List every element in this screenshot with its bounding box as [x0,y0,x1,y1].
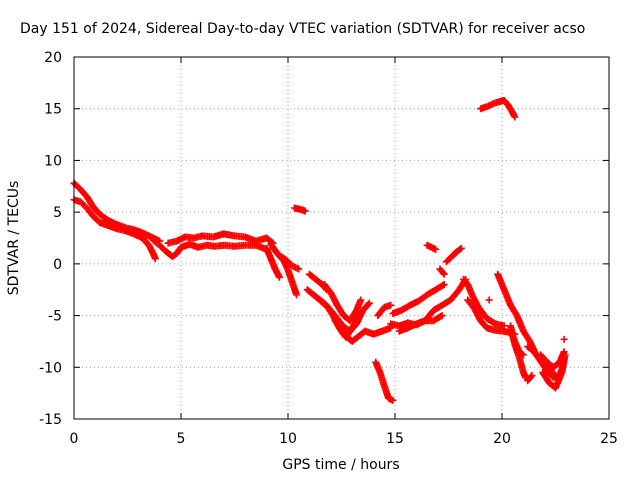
data-point [439,269,447,277]
y-tick-label: 5 [53,205,62,221]
y-tick-label: 10 [44,153,62,169]
data-point [301,207,309,215]
data-point [440,281,448,289]
data-point [389,396,397,404]
data-point [511,113,519,121]
data-point [357,296,365,304]
data-point [364,300,372,308]
x-tick-label: 15 [386,431,404,447]
data-point [560,335,568,343]
data-point [387,301,395,309]
data-point [457,244,465,252]
data-points [70,96,569,404]
data-point [275,273,283,281]
data-point [527,373,535,381]
x-tick-label: 0 [70,431,79,447]
y-tick-label: 0 [53,257,62,273]
x-tick-label: 10 [279,431,297,447]
data-point [456,245,464,253]
data-point [490,319,498,327]
y-tick-label: 15 [44,102,62,118]
data-point [365,299,373,307]
y-tick-label: -10 [39,360,62,376]
data-point [293,291,301,299]
data-point [528,372,536,380]
data-point [437,312,445,320]
data-point [432,245,440,253]
y-axis-label: SDTVAR / TECUs [6,181,22,296]
x-tick-label: 20 [493,431,511,447]
data-point [295,265,303,273]
data-point [151,255,159,263]
y-tick-label: -5 [48,309,62,325]
y-tick-label: -15 [39,412,62,428]
data-point [561,351,569,359]
plot-area-frame [73,56,610,420]
data-point [485,296,493,304]
tick-labels: 0 5 10 15 20 25 20 15 10 5 0 -5 -10 -15 [39,50,618,447]
chart-title: Day 151 of 2024, Sidereal Day-to-day VTE… [20,21,585,37]
data-point [439,281,447,289]
y-tick-label: 20 [44,50,62,66]
data-point [440,270,448,278]
x-axis-label: GPS time / hours [282,457,399,473]
x-tick-label: 5 [177,431,186,447]
data-point [438,312,446,320]
x-tick-label: 25 [600,431,618,447]
